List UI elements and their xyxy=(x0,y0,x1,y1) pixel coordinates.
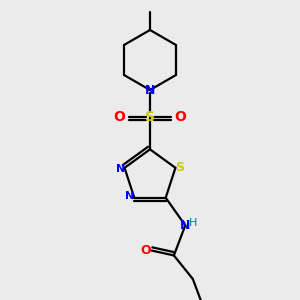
Text: N: N xyxy=(145,83,155,97)
Text: H: H xyxy=(189,218,198,228)
Text: N: N xyxy=(179,219,190,232)
Text: S: S xyxy=(175,161,184,174)
Text: S: S xyxy=(145,110,155,124)
Text: O: O xyxy=(174,110,186,124)
Text: N: N xyxy=(125,191,135,201)
Text: N: N xyxy=(116,164,125,175)
Text: O: O xyxy=(140,244,151,257)
Text: O: O xyxy=(114,110,126,124)
